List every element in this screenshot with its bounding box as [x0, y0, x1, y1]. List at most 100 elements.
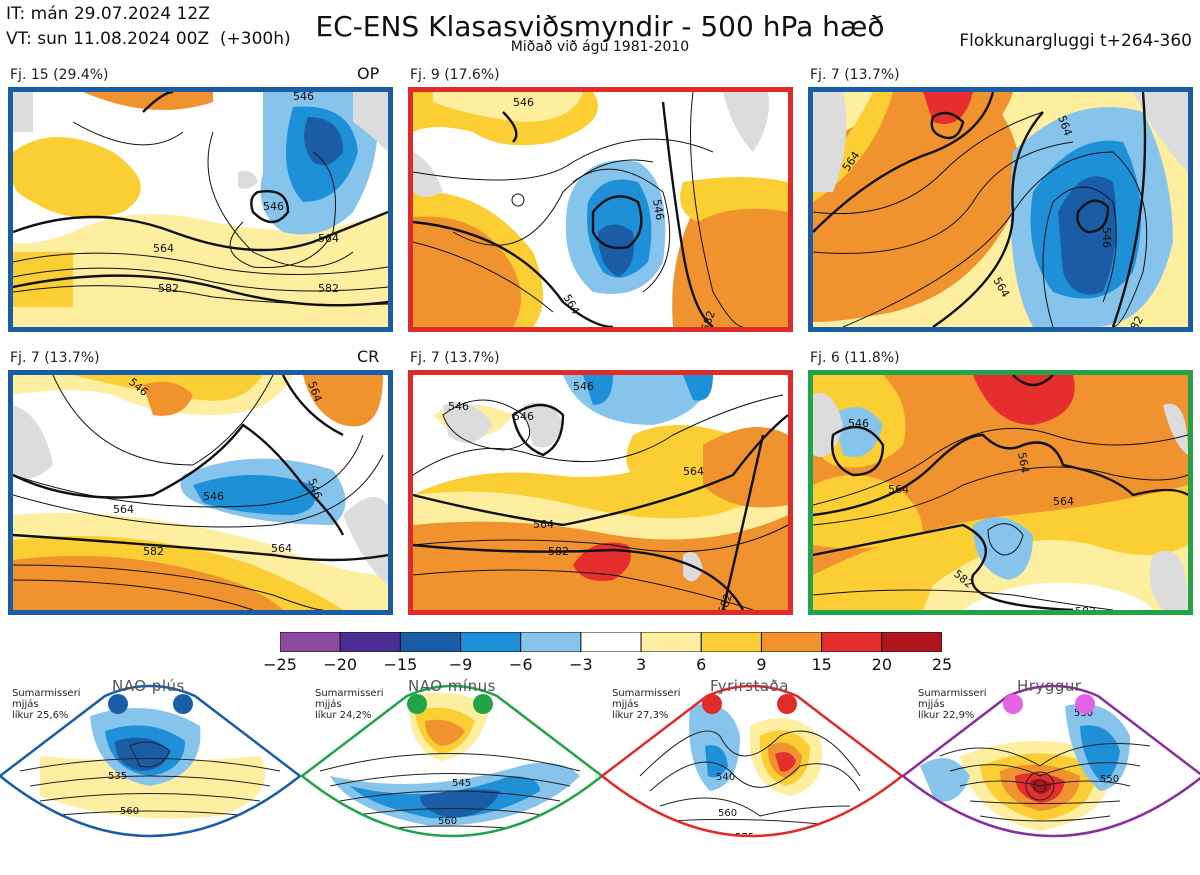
contour-label: 560 — [718, 808, 737, 819]
contour-label: 582 — [716, 592, 735, 610]
contour-label: 545 — [452, 778, 471, 789]
contour-label: 546 — [513, 96, 534, 109]
colorbar-segment — [520, 631, 582, 653]
colorbar-tick-label: −15 — [383, 655, 418, 674]
contour-label: 582 — [699, 309, 718, 327]
contour-label: 582 — [318, 282, 339, 295]
colorbar-segment — [460, 631, 522, 653]
regime-dot — [702, 694, 722, 714]
contour-label: 550 — [1100, 774, 1119, 785]
cluster-map-2: 546 564 546 582 — [408, 87, 793, 332]
regime-info: Sumarmisseri mjjás líkur 27,3% — [612, 688, 681, 721]
contour-label: 564 — [271, 542, 292, 555]
regime-name: Hryggur — [1017, 677, 1082, 695]
regime-name: NAO plús — [112, 677, 185, 695]
panel-2-label: Fj. 9 (17.6%) — [410, 67, 500, 83]
panel-1-tag: OP — [357, 64, 380, 83]
contour-label: 546 — [650, 198, 666, 221]
page-subtitle: Miðað við ágú 1981-2010 — [510, 39, 690, 55]
contour-label: 546 — [513, 410, 534, 423]
panel-5-label: Fj. 7 (13.7%) — [410, 350, 500, 366]
contour-label: 564 — [153, 242, 174, 255]
regime-frame-blocking — [599, 684, 905, 838]
regime-dot — [173, 694, 193, 714]
colorbar-segment — [640, 631, 702, 653]
contour-label: 546 — [1100, 227, 1113, 248]
regime-dot — [108, 694, 128, 714]
contour-label: 564 — [533, 518, 554, 531]
colorbar-segment — [700, 631, 762, 653]
valid-time-label: VT: sun 11.08.2024 00Z (+300h) — [6, 29, 291, 49]
contour-label: 546 — [293, 92, 314, 103]
contour-label: 546 — [203, 490, 224, 503]
contour-label: 582 — [143, 545, 164, 558]
panel-3-label: Fj. 7 (13.7%) — [810, 67, 900, 83]
cluster-map-5: 546 546 546 564 582 564 582 — [408, 370, 793, 615]
page-title: EC-ENS Klasasviðsmyndir - 500 hPa hæð — [315, 10, 885, 43]
cluster-map-1: 546 564 582 546 564 582 — [8, 87, 393, 332]
contour-label: 564 — [318, 232, 339, 245]
contour-label: 575 — [735, 832, 754, 843]
colorbar-tick-label: 6 — [696, 655, 707, 674]
contour-label: 582 — [158, 282, 179, 295]
regime-dot — [473, 694, 493, 714]
contour-label: 546 — [448, 400, 469, 413]
contour-label: 560 — [120, 806, 139, 817]
regime-name: Fyrirstaða — [710, 677, 789, 695]
colorbar-tick-label: −9 — [448, 655, 473, 674]
contour-label: 564 — [113, 503, 134, 516]
panel-1-label: Fj. 15 (29.4%) — [10, 67, 109, 83]
anomaly-colorbar — [279, 631, 943, 653]
cluster-map-3: 564 564 546 564 582 — [808, 87, 1193, 332]
colorbar-segment — [881, 631, 943, 653]
colorbar-segment — [580, 631, 642, 653]
colorbar-segment — [760, 631, 823, 653]
colorbar-segment — [821, 631, 883, 653]
colorbar-segment — [279, 631, 341, 653]
regime-dot — [777, 694, 797, 714]
contour-label: 564 — [888, 483, 909, 496]
colorbar-tick-label: −20 — [323, 655, 358, 674]
regime-dot — [407, 694, 427, 714]
colorbar-segment — [399, 631, 462, 653]
contour-label: 535 — [108, 771, 127, 782]
regime-frame-nao-plus — [0, 684, 303, 838]
regime-name: NAO mínus — [408, 677, 496, 695]
regime-info: Sumarmisseri mjjás líkur 22,9% — [918, 688, 987, 721]
panel-4-label: Fj. 7 (13.7%) — [10, 350, 100, 366]
regime-info: Sumarmisseri mjjás líkur 25,6% — [12, 688, 81, 721]
contour-label: 546 — [848, 417, 869, 430]
regime-frame-nao-minus — [299, 684, 605, 838]
regime-dot — [1075, 694, 1095, 714]
colorbar-tick-label: 15 — [811, 655, 832, 674]
contour-label: 546 — [263, 200, 284, 213]
contour-label: 540 — [716, 772, 735, 783]
regime-frame-ridge — [900, 684, 1200, 838]
contour-label: 564 — [683, 465, 704, 478]
contour-label: 560 — [438, 816, 457, 827]
contour-label: 582 — [1075, 605, 1096, 610]
colorbar-tick-label: −3 — [569, 655, 593, 674]
contour-label: 546 — [573, 380, 594, 393]
panel-4-tag: CR — [357, 347, 380, 366]
colorbar-tick-label: −25 — [263, 655, 297, 674]
cluster-map-4: 546 564 546 564 582 564 546 — [8, 370, 393, 615]
colorbar-tick-label: 9 — [756, 655, 767, 674]
classification-window-label: Flokkunargluggi t+264-360 — [959, 31, 1192, 51]
colorbar-tick-label: −6 — [508, 655, 533, 674]
cluster-map-6: 546 564 564 564 582 582 — [808, 370, 1193, 615]
init-time-label: IT: mán 29.07.2024 12Z — [6, 4, 210, 24]
contour-label: 564 — [1015, 451, 1031, 474]
colorbar-tick-label: 25 — [931, 655, 953, 674]
regime-info: Sumarmisseri mjjás líkur 24,2% — [315, 688, 384, 721]
contour-label: 582 — [548, 545, 569, 558]
contour-label: 564 — [1053, 495, 1074, 508]
contour-label: 575 — [448, 852, 467, 863]
colorbar-tick-label: 20 — [871, 655, 892, 674]
weather-regimes-row: 535 560 545 560 575 — [0, 676, 1200, 871]
regime-dot — [1003, 694, 1023, 714]
contour-label: 575 — [1094, 838, 1113, 849]
panel-6-label: Fj. 6 (11.8%) — [810, 350, 900, 366]
colorbar-tick-label: 3 — [635, 655, 647, 674]
colorbar-segment — [339, 631, 401, 653]
